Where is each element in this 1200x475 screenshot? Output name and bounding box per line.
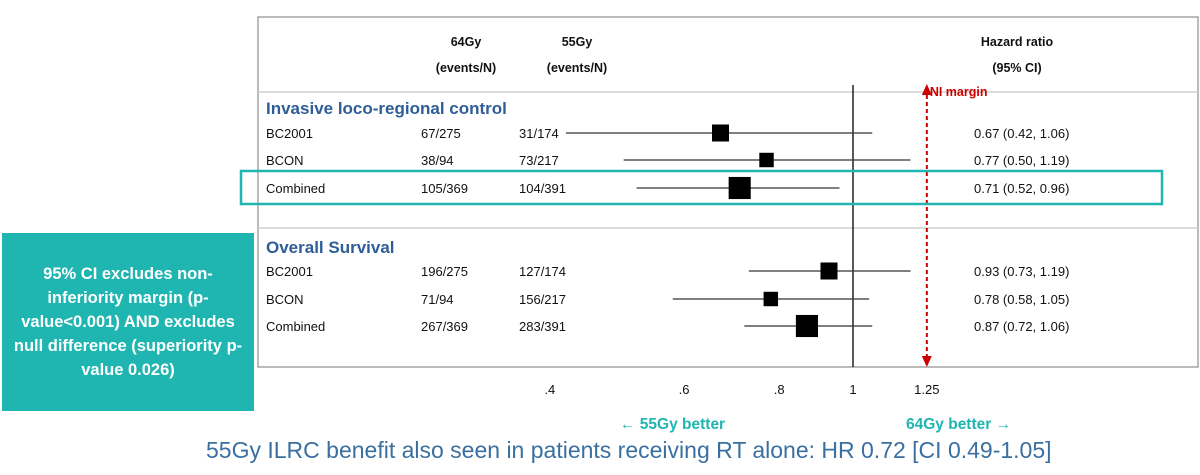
row-hr-text: 0.78 (0.58, 1.05)	[974, 292, 1069, 307]
row-64gy-events: 267/369	[421, 319, 468, 334]
row-55gy-events: 156/217	[519, 292, 566, 307]
header-hazard-ratio-line2: (95% CI)	[992, 61, 1041, 75]
x-tick-label: 1	[849, 382, 856, 397]
row-55gy-events: 283/391	[519, 319, 566, 334]
header-55gy-line1: 55Gy	[562, 35, 593, 49]
row-label: BC2001	[266, 126, 313, 141]
plot-frame	[257, 16, 1199, 368]
row-55gy-events: 127/174	[519, 264, 566, 279]
row-hr-text: 0.87 (0.72, 1.06)	[974, 319, 1069, 334]
row-label: Combined	[266, 319, 325, 334]
row-hr-text: 0.67 (0.42, 1.06)	[974, 126, 1069, 141]
x-tick-label: .6	[679, 382, 690, 397]
group-title: Overall Survival	[266, 238, 395, 257]
callout-text: 95% CI excludes non-inferiority margin (…	[13, 265, 243, 379]
group-title: Invasive loco-regional control	[266, 99, 507, 118]
header-hazard-ratio-line1: Hazard ratio	[981, 35, 1054, 49]
row-hr-text: 0.71 (0.52, 0.96)	[974, 181, 1069, 196]
row-64gy-events: 196/275	[421, 264, 468, 279]
point-estimate	[728, 176, 751, 200]
ni-margin-label: NI margin	[930, 85, 988, 99]
highlight-box	[239, 169, 1164, 206]
point-estimate	[820, 262, 838, 280]
point-estimate	[712, 124, 730, 142]
point-estimate	[759, 152, 774, 168]
row-hr-text: 0.93 (0.73, 1.19)	[974, 264, 1069, 279]
point-estimate	[795, 314, 818, 338]
favour-64gy-label: 64Gy better →	[906, 416, 1011, 433]
favour-55gy-label: ← 55Gy better	[620, 416, 725, 433]
conclusion-callout: 95% CI excludes non-inferiority margin (…	[2, 233, 254, 411]
row-64gy-events: 67/275	[421, 126, 461, 141]
x-tick-label: .4	[544, 382, 555, 397]
point-estimate	[763, 291, 779, 307]
header-64gy-line1: 64Gy	[451, 35, 482, 49]
ni-margin-arrow-up	[921, 84, 932, 95]
header-55gy-line2: (events/N)	[547, 61, 607, 75]
row-64gy-events: 105/369	[421, 181, 468, 196]
row-label: BCON	[266, 292, 304, 307]
row-64gy-events: 38/94	[421, 153, 454, 168]
row-label: Combined	[266, 181, 325, 196]
bottom-caption: 55Gy ILRC benefit also seen in patients …	[206, 437, 1052, 463]
ni-margin-arrow-down	[921, 356, 932, 367]
row-label: BCON	[266, 153, 304, 168]
row-label: BC2001	[266, 264, 313, 279]
row-55gy-events: 31/174	[519, 126, 559, 141]
row-55gy-events: 104/391	[519, 181, 566, 196]
x-tick-label: 1.25	[914, 382, 939, 397]
header-64gy-line2: (events/N)	[436, 61, 496, 75]
row-64gy-events: 71/94	[421, 292, 454, 307]
row-55gy-events: 73/217	[519, 153, 559, 168]
x-tick-label: .8	[774, 382, 785, 397]
row-hr-text: 0.77 (0.50, 1.19)	[974, 153, 1069, 168]
